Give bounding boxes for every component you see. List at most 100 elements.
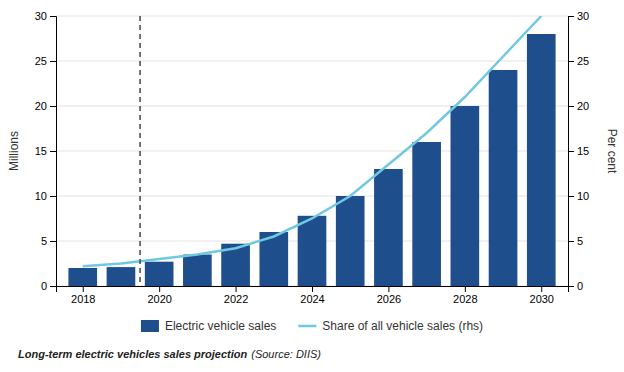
x-axis: 2018 2020 2022 2024 2026 2028 2030 (57, 286, 569, 305)
tick: 25 (35, 55, 56, 67)
tick: 0 (41, 280, 56, 292)
tick: 5 (568, 235, 583, 247)
tick-label: 5 (577, 235, 583, 247)
tick-label: 2028 (453, 293, 477, 305)
tick-mark (159, 286, 160, 292)
tick-mark (50, 286, 56, 287)
tick-label: 2030 (530, 293, 554, 305)
tick: 20 (35, 100, 56, 112)
tick-label: 30 (35, 10, 47, 22)
tick-label: 2018 (71, 293, 95, 305)
tick-mark (568, 196, 574, 197)
tick: 0 (568, 280, 583, 292)
tick: 5 (41, 235, 56, 247)
tick: 2022 (224, 286, 248, 305)
plot: 2018202020222024202620282030051015202530… (7, 10, 619, 305)
tick-label: 15 (35, 145, 47, 157)
line (83, 16, 542, 266)
tick-label: 10 (577, 190, 589, 202)
tick-label: 20 (577, 100, 589, 112)
bar (374, 169, 403, 286)
bar (412, 142, 441, 286)
legend: Electric vehicle sales Share of all vehic… (141, 319, 483, 333)
legend-item: Electric vehicle sales (141, 319, 276, 333)
tick-label: 30 (577, 10, 589, 22)
caption: Long-term electric vehicles sales projec… (18, 348, 321, 360)
tick: 2024 (300, 286, 324, 305)
bar (527, 34, 556, 286)
tick: 2020 (147, 286, 171, 305)
tick-mark (568, 151, 574, 152)
tick: 10 (35, 190, 56, 202)
tick-mark (50, 196, 56, 197)
tick-label: 15 (577, 145, 589, 157)
legend-label: Share of all vehicle sales (rhs) (322, 319, 483, 333)
tick-label: 25 (35, 55, 47, 67)
reference-line (139, 16, 141, 286)
grid-line (56, 61, 568, 62)
tick: 25 (568, 55, 589, 67)
tick: 30 (568, 10, 589, 22)
tick-label: 0 (41, 280, 47, 292)
tick-label: 2024 (300, 293, 324, 305)
tick: 15 (35, 145, 56, 157)
bar-series (68, 34, 555, 286)
y2-axis-title: Per cent (605, 129, 619, 174)
tick: 30 (35, 10, 56, 22)
legend-label: Electric vehicle sales (165, 319, 276, 333)
grid-line (56, 16, 568, 17)
y2-axis: 0 5 10 15 20 25 30 (568, 10, 589, 292)
y-axis-title: Millions (7, 131, 21, 171)
tick: 2018 (71, 286, 95, 305)
grid (56, 16, 568, 286)
axis-line (57, 287, 569, 293)
caption-text: Long-term electric vehicles sales projec… (18, 348, 248, 360)
tick-label: 10 (35, 190, 47, 202)
tick-label: 20 (35, 100, 47, 112)
tick-label: 2020 (147, 293, 171, 305)
tick-mark (568, 16, 574, 17)
tick-mark (50, 61, 56, 62)
y-axis: 0 5 10 15 20 25 30 (35, 10, 57, 292)
bar (451, 106, 480, 286)
tick-mark (50, 16, 56, 17)
tick-mark (83, 286, 84, 292)
legend-swatch (141, 320, 159, 332)
marks (68, 16, 555, 286)
axis-line (50, 17, 57, 287)
tick: 2028 (453, 286, 477, 305)
tick-mark (568, 106, 574, 107)
tick-mark (465, 286, 466, 292)
tick-mark (50, 151, 56, 152)
bar (183, 255, 212, 287)
tick-label: 5 (41, 235, 47, 247)
tick-mark (312, 286, 313, 292)
bar (107, 267, 136, 286)
tick-mark (236, 286, 237, 292)
chart: 2018202020222024202620282030051015202530… (0, 0, 624, 372)
bar (298, 216, 327, 286)
tick-label: 25 (577, 55, 589, 67)
tick-label: 2022 (224, 293, 248, 305)
bar (336, 196, 365, 286)
tick: 15 (568, 145, 589, 157)
legend-item: Share of all vehicle sales (rhs) (298, 319, 483, 333)
tick: 10 (568, 190, 589, 202)
legend-swatch (298, 325, 316, 328)
tick-label: 0 (577, 280, 583, 292)
tick: 2030 (530, 286, 554, 305)
tick-mark (568, 61, 574, 62)
bar (145, 262, 174, 286)
axis-line (569, 17, 575, 287)
tick-mark (568, 286, 574, 287)
tick-mark (50, 106, 56, 107)
bar (489, 70, 518, 286)
tick-mark (541, 286, 542, 292)
bar (68, 268, 97, 286)
tick-mark (388, 286, 389, 292)
caption-source: (Source: DIIS) (251, 348, 321, 360)
tick-label: 2026 (377, 293, 401, 305)
tick-mark (50, 241, 56, 242)
tick: 2026 (377, 286, 401, 305)
tick-mark (568, 241, 574, 242)
